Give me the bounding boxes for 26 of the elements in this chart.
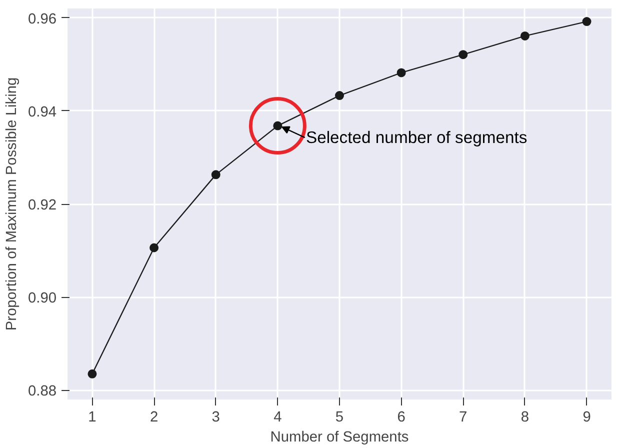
point — [520, 31, 530, 40]
y-tick-label: 0.92 — [28, 198, 57, 214]
point — [273, 121, 282, 130]
point — [458, 50, 468, 60]
point — [88, 369, 97, 378]
y-tick-label: 0.90 — [28, 290, 57, 307]
x-axis-title: Number of Segments — [270, 430, 409, 446]
point — [150, 243, 159, 252]
annotation: Selected number of segments — [306, 128, 528, 148]
x-tick-label: 9 — [582, 410, 591, 426]
x-tick-label: 6 — [397, 410, 406, 426]
y-tick-label: 0.96 — [28, 11, 57, 28]
y-tick-label: 0.88 — [28, 384, 57, 400]
point — [335, 91, 344, 100]
x-tick-label: 4 — [274, 410, 282, 426]
point — [211, 170, 220, 180]
y-tick-label: 0.94 — [28, 104, 57, 120]
x-tick-label: 1 — [88, 410, 96, 426]
x-tick-label: 2 — [150, 410, 158, 426]
y-axis-title: Proportion of Maximum Possible Liking — [4, 77, 20, 331]
point — [396, 68, 406, 78]
x-tick-label: 8 — [520, 410, 530, 426]
x-tick-label: 7 — [459, 410, 468, 426]
x-tick-label: 5 — [335, 410, 344, 426]
x-tick-label: 3 — [212, 410, 220, 426]
point — [582, 17, 592, 26]
